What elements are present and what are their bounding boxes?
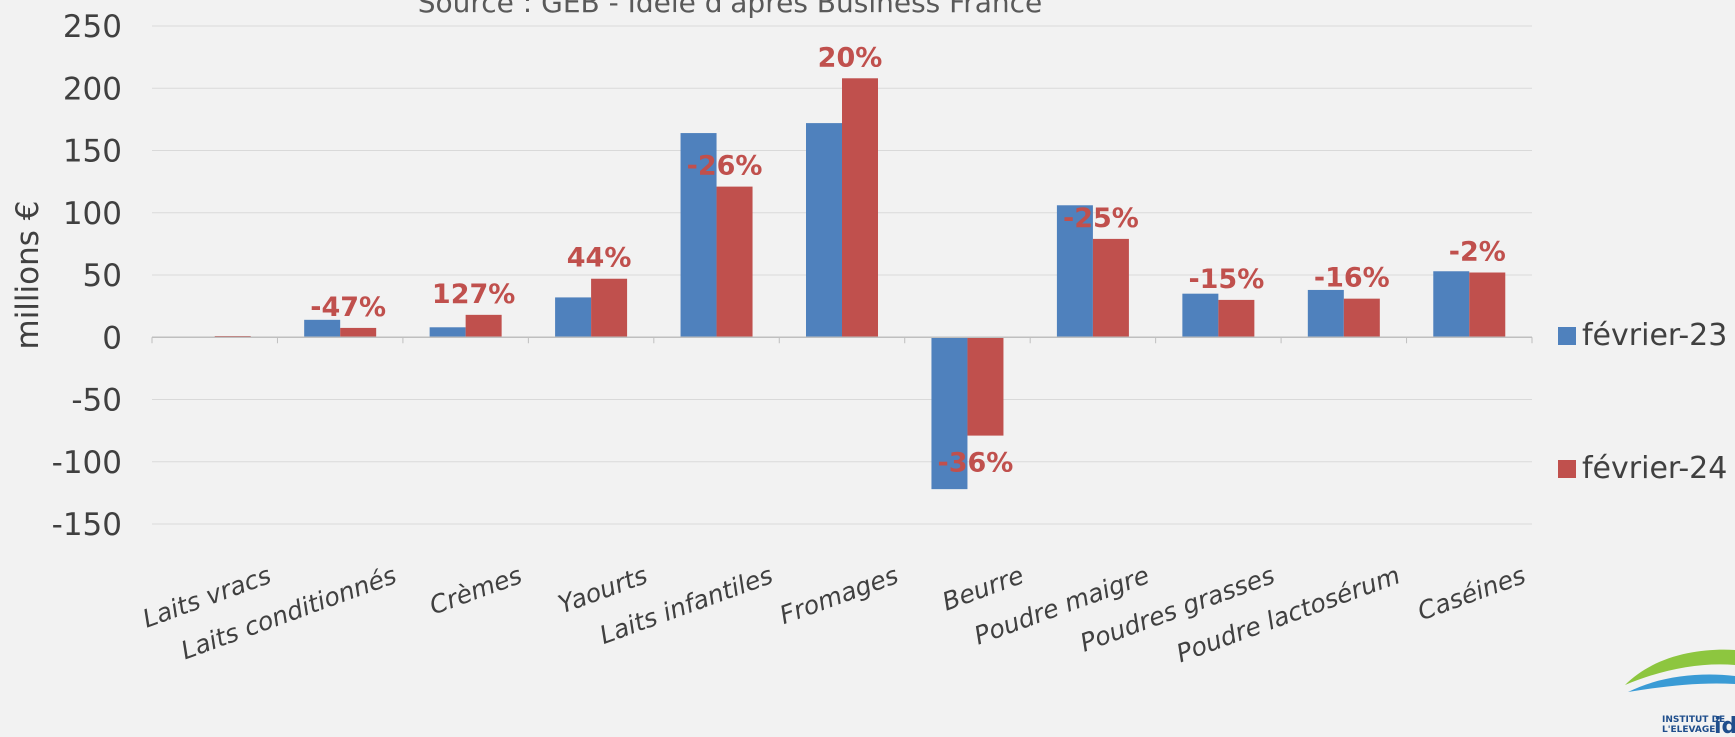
data-label: -36%	[938, 448, 1014, 479]
bar-fevrier-23	[806, 123, 842, 338]
legend-label: février-24	[1582, 451, 1727, 486]
bar-fevrier-24	[967, 337, 1004, 436]
bar-fevrier-23	[680, 133, 717, 338]
x-tick-label: Laits conditionnés	[177, 560, 400, 665]
data-label: 44%	[567, 243, 632, 274]
bar-fevrier-24	[842, 78, 878, 338]
legend-label: février-23	[1582, 318, 1727, 353]
logo-wordmark-2: L'ELEVAGE	[1662, 725, 1715, 735]
y-tick-label: -150	[52, 507, 122, 543]
bar-fevrier-24	[1218, 299, 1255, 338]
y-tick-label: 200	[63, 71, 122, 107]
y-axis-label: millions €	[10, 201, 46, 350]
bar-fevrier-23	[1307, 289, 1344, 338]
data-label: -16%	[1314, 263, 1390, 294]
bar-fevrier-24	[340, 327, 377, 338]
bar-fevrier-23	[555, 297, 592, 338]
bar-fevrier-24	[1092, 238, 1129, 338]
source-text: Source : GEB - Idele d'après Business Fr…	[418, 0, 1043, 19]
bar-fevrier-24	[1343, 298, 1380, 338]
data-label: -15%	[1188, 264, 1264, 295]
legend-swatch	[1558, 460, 1576, 478]
legend: février-23 février-24	[1558, 318, 1727, 486]
x-tick-label: Crèmes	[426, 560, 526, 620]
bar-fevrier-24	[591, 278, 628, 338]
bar-fevrier-23	[429, 327, 466, 338]
bars	[178, 78, 1506, 490]
logo-swoosh-blue	[1628, 674, 1735, 692]
data-label: 20%	[818, 42, 883, 73]
data-label: -25%	[1063, 203, 1139, 234]
bar-fevrier-23	[1182, 293, 1219, 338]
bar-fevrier-24	[1469, 272, 1506, 338]
data-labels: -47% 127% 44% -26% 20% -36% -25% -15% -16% -2%	[310, 42, 1506, 478]
legend-swatch	[1558, 327, 1576, 345]
data-label: -2%	[1449, 237, 1506, 268]
bar-fevrier-23	[304, 319, 341, 338]
y-tick-label: -50	[71, 383, 122, 419]
data-label: -47%	[310, 292, 386, 323]
x-tick-label: Fromages	[776, 560, 902, 630]
y-tick-label: 50	[83, 258, 122, 294]
y-tick-label: -100	[52, 445, 122, 481]
bar-fevrier-24	[716, 186, 753, 338]
data-label: 127%	[432, 279, 515, 310]
bar-fevrier-23	[931, 337, 968, 490]
bar-fevrier-24	[465, 314, 502, 338]
y-tick-label: 150	[63, 134, 122, 170]
data-label: -26%	[687, 151, 763, 182]
y-tick-label: 0	[102, 320, 122, 356]
bar-fevrier-23	[1433, 271, 1470, 338]
idele-logo: INSTITUT DE L'ELEVAGE id	[1625, 649, 1735, 737]
y-tick-label: 100	[63, 196, 122, 232]
logo-wordmark: INSTITUT DE	[1662, 715, 1725, 725]
y-tick-label: 250	[63, 9, 122, 45]
x-tick-label: Caséines	[1414, 560, 1530, 626]
y-axis: 250 200 150 100 50 0 -50 -100 -150	[52, 9, 122, 543]
logo-mark: id	[1714, 714, 1735, 737]
x-tick-label: Poudre lactosérum	[1172, 560, 1403, 668]
bar-fevrier-23	[1056, 205, 1093, 338]
logo-swoosh-green	[1625, 649, 1735, 685]
